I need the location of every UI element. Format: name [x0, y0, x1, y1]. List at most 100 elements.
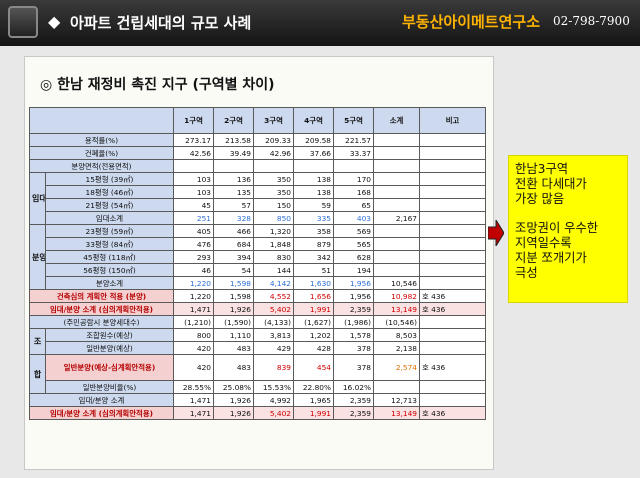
table-cell: 2,167	[373, 211, 420, 225]
table-cell: 830	[253, 250, 294, 264]
table-cell: 135	[213, 185, 254, 199]
row-label: 임대소계	[45, 211, 174, 225]
table-cell	[419, 198, 486, 212]
table-cell: 194	[333, 263, 374, 277]
table-cell: 1,926	[213, 393, 254, 407]
table-cell: 15.53%	[253, 380, 294, 394]
table-cell	[173, 159, 214, 173]
table-row: 21평형 (54㎡) 45 57 150 59 65	[30, 198, 486, 212]
table-cell: 483	[213, 341, 254, 355]
table-row: 분양소계 1,220 1,598 4,142 1,630 1,956 10,54…	[30, 276, 486, 290]
table-cell: 378	[333, 341, 374, 355]
row-label: 15평형 (39㎡)	[45, 172, 174, 186]
table-cell: 2,359	[333, 302, 374, 316]
table-cell: 293	[173, 250, 214, 264]
row-label: 일반분양비율(%)	[45, 380, 174, 394]
table-cell: 1,471	[173, 393, 214, 407]
table-cell: 429	[253, 341, 294, 355]
table-cell: 1,848	[253, 237, 294, 251]
table-cell: (1,210)	[173, 315, 214, 329]
table-cell	[419, 315, 486, 329]
callout-line: 전환 다세대가	[515, 177, 587, 191]
table-cell: 394	[213, 250, 254, 264]
page-title: 아파트 건립세대의 규모 사례	[70, 14, 252, 32]
table-cell	[419, 159, 486, 173]
table-cell: 136	[213, 172, 254, 186]
table-cell: (1,590)	[213, 315, 254, 329]
callout-box: 한남3구역 전환 다세대가 가장 많음 조망권이 우수한 지역일수록 지분 쪼개…	[508, 155, 628, 303]
table-cell	[213, 159, 254, 173]
table-cell: 37.66	[293, 146, 334, 160]
table-cell: 10,546	[373, 276, 420, 290]
table-cell: 51	[293, 263, 334, 277]
header-cell-empty	[29, 107, 174, 134]
row-label: (주민공람시 분양세대수)	[29, 315, 174, 329]
table-cell: 221.57	[333, 133, 374, 147]
table-cell	[419, 133, 486, 147]
table-cell: (4,133)	[253, 315, 294, 329]
table-cell: (1,986)	[333, 315, 374, 329]
row-label: 건폐율(%)	[29, 146, 174, 160]
table-row: 임대/분양 소계 (심의계획안적용) 1,471 1,926 5,402 1,9…	[29, 406, 486, 420]
table-cell: 138	[293, 172, 334, 186]
table-cell: 350	[253, 185, 294, 199]
row-label: 23평형 (59㎡)	[45, 224, 174, 238]
table-cell	[419, 211, 486, 225]
table-cell: 403	[333, 211, 374, 225]
table-cell: 22.80%	[293, 380, 334, 394]
table-cell: 565	[333, 237, 374, 251]
table-cell: 8,503	[373, 328, 420, 342]
section-title: ◎ 한남 재정비 촉진 지구 (구역별 차이)	[40, 77, 275, 93]
row-label: 임대/분양 소계 (심의계획안적용)	[29, 302, 174, 316]
table-cell: 13,149	[373, 406, 420, 420]
table-cell: 1,965	[293, 393, 334, 407]
table-row: 18평형 (46㎡) 103 135 350 138 168	[30, 185, 486, 199]
table-cell: 839	[253, 354, 294, 381]
table-row: (주민공람시 분양세대수) (1,210) (1,590) (4,133) (1…	[29, 315, 486, 329]
table-cell: 1,220	[173, 289, 214, 303]
table-cell: 1,926	[213, 406, 254, 420]
table-cell: 335	[293, 211, 334, 225]
table-cell: 16.02%	[333, 380, 374, 394]
table-row: 일반분양비율(%) 28.55% 25.08% 15.53% 22.80% 16…	[30, 380, 486, 394]
row-label: 임대/분양 소계 (심의계획안적용)	[29, 406, 174, 420]
table-cell	[419, 380, 486, 394]
table-cell: 25.08%	[213, 380, 254, 394]
table-cell: 103	[173, 172, 214, 186]
table-row: 임대소계 251 328 850 335 403 2,167	[30, 211, 486, 225]
logo-icon	[8, 6, 38, 38]
callout-line: 지분 쪼개기가	[515, 251, 587, 265]
row-label: 33평형 (84㎡)	[45, 237, 174, 251]
table-cell: 3,813	[253, 328, 294, 342]
table-cell: 호 436	[419, 289, 486, 303]
table-cell	[373, 237, 420, 251]
table-cell: 144	[253, 263, 294, 277]
table-cell	[373, 263, 420, 277]
table-cell: 405	[173, 224, 214, 238]
table-cell: 57	[213, 198, 254, 212]
group-label-part-a: 조	[29, 328, 46, 355]
phone-number: 02-798-7900	[553, 14, 630, 28]
table-cell: 39.49	[213, 146, 254, 160]
table-cell: 213.58	[213, 133, 254, 147]
table-cell	[419, 328, 486, 342]
row-label: 조합원수(예상)	[45, 328, 174, 342]
table-cell: 1,956	[333, 289, 374, 303]
table-cell: 1,956	[333, 276, 374, 290]
table-row: 임대 15평형 (39㎡) 103 136 350 138 170	[29, 172, 486, 225]
table-cell: 569	[333, 224, 374, 238]
group-label-sale: 분양	[29, 224, 46, 290]
row-label: 용적률(%)	[29, 133, 174, 147]
header-cell-zone4: 4구역	[293, 107, 334, 134]
table-cell: 42.96	[253, 146, 294, 160]
table-cell	[373, 380, 420, 394]
table-cell	[253, 159, 294, 173]
table-row: 건폐율(%) 42.56 39.49 42.96 37.66 33.37	[29, 146, 486, 160]
table-cell: 5,402	[253, 406, 294, 420]
header-cell-subtotal: 소계	[373, 107, 420, 134]
table-row: 56평형 (150㎡) 46 54 144 51 194	[30, 263, 486, 277]
table-cell	[419, 224, 486, 238]
table-cell: 103	[173, 185, 214, 199]
table-cell: 46	[173, 263, 214, 277]
table-cell: 483	[213, 354, 254, 381]
